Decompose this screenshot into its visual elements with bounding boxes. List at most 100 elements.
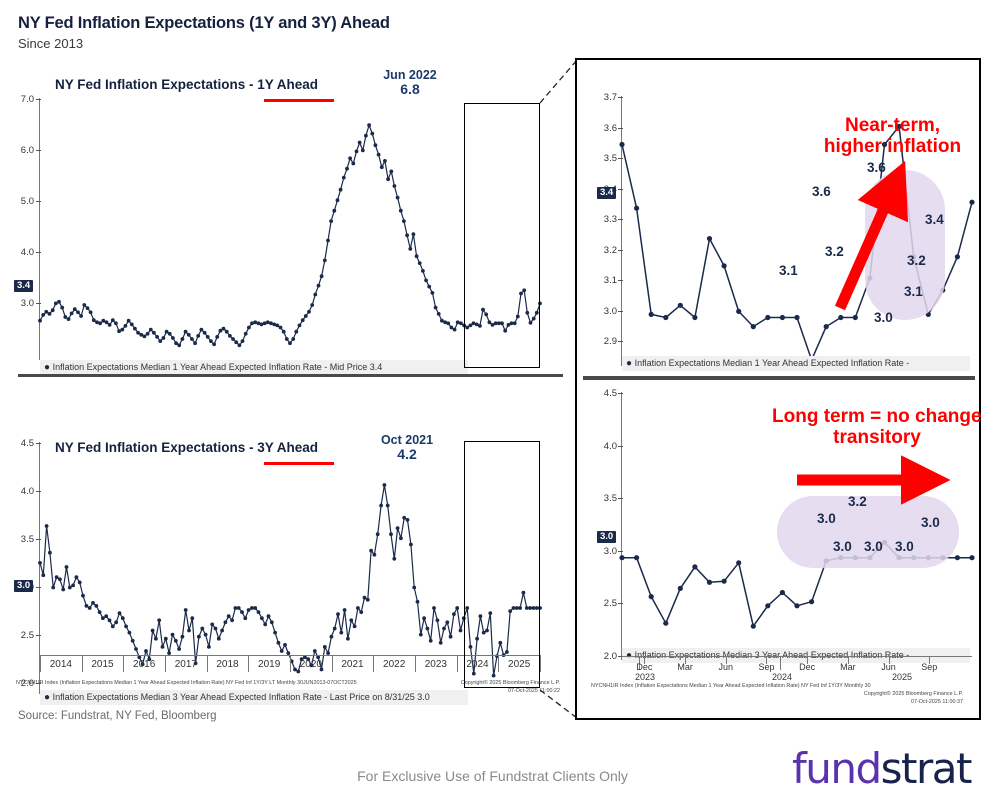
xaxis-label: 2020 <box>299 659 322 670</box>
left-footnote-copyright: Copyright© 2025 Bloomberg Finance L.P. <box>460 680 560 686</box>
chart-1y-legend-text: Inflation Expectations Median 1 Year Ahe… <box>52 362 383 372</box>
zoom-selection-box-top[interactable] <box>464 103 540 368</box>
xtick-mark <box>206 655 208 672</box>
ytick-label: 6.0 <box>20 145 34 156</box>
ytick-mark <box>618 97 623 98</box>
ytick-mark <box>618 158 623 159</box>
ytick-label: 3.1 <box>603 275 617 286</box>
right-chart-3y-yaxis <box>621 392 622 660</box>
chart-1y-title-main: NY Fed Inflation Expectations - <box>55 77 258 92</box>
right-chart-1y-annotation-line1: Near-term, <box>844 115 941 136</box>
ytick-label: 3.5 <box>20 534 34 545</box>
data-point-label: 3.0 <box>833 539 852 554</box>
ytick-label: 4.0 <box>603 440 617 452</box>
chart-3y-ahead: NY Fed Inflation Expectations - 3Y Ahead… <box>0 380 565 705</box>
chart-1y-series <box>38 123 542 348</box>
ytick-mark <box>36 443 41 444</box>
xtick-mark <box>888 656 890 664</box>
xaxis-label: Mar <box>677 662 693 672</box>
ytick-label: 3.0 <box>603 545 617 557</box>
right-chart-3y-highlight-blob <box>777 496 959 568</box>
right-zoom-panel: 3.7 3.6 3.5 3.4 3.3 3.2 3.1 3.0 2.9 3.4 Near-ter… <box>575 58 985 720</box>
ytick-label: 4.0 <box>20 247 34 258</box>
right-chart-3y-legend: ● Inflation Expectations Median 3 Year A… <box>622 648 970 663</box>
chart-3y-last-value-badge: 3.0 <box>14 580 34 592</box>
ytick-label: 3.6 <box>603 122 617 134</box>
chart-3y-peak-value: 4.2 <box>397 446 417 462</box>
data-point-label: 3.0 <box>874 310 893 325</box>
right-chart-3y-annotation-line1: Long term = no change = <box>772 406 985 427</box>
chart-1y-ahead: NY Fed Inflation Expectations - 1Y Ahead… <box>0 58 565 375</box>
xaxis-label: Mar <box>840 662 856 672</box>
xaxis-label: 2022 <box>383 659 406 670</box>
ytick-label: 2.0 <box>603 650 617 662</box>
data-point-label: 3.4 <box>925 212 944 227</box>
ytick-mark <box>618 280 623 281</box>
ytick-mark <box>36 635 41 636</box>
xaxis-label: 2014 <box>49 659 72 670</box>
ytick-label: 3.5 <box>603 493 617 504</box>
ytick-label: 3.7 <box>603 92 617 103</box>
right-chart-3y-annotation-line2: transitory <box>833 427 921 448</box>
xaxis-label: 2018 <box>216 659 239 670</box>
chart-1y-title: NY Fed Inflation Expectations - 1Y Ahead <box>55 77 318 92</box>
xaxis-label: 2015 <box>91 659 114 670</box>
xtick-year-divider <box>639 656 640 670</box>
xaxis-label: 2016 <box>133 659 156 670</box>
ytick-mark <box>618 550 623 552</box>
ytick-mark <box>36 252 41 253</box>
right-chart-1y-legend-text: Inflation Expectations Median 1 Year Ahe… <box>634 358 910 368</box>
ytick-mark <box>618 445 623 447</box>
ytick-label: 2.5 <box>20 630 34 641</box>
chart-1y-yaxis <box>39 98 40 360</box>
chart-1y-legend: ● Inflation Expectations Median 1 Year A… <box>40 360 468 375</box>
left-footnote-source: NYCNH1IR Index (Inflation Expectations M… <box>16 680 357 686</box>
data-point-label: 3.2 <box>825 244 844 259</box>
ytick-label: 4.0 <box>20 486 34 497</box>
ytick-label: 3.0 <box>20 298 34 309</box>
ytick-mark <box>36 99 41 100</box>
panel-divider <box>18 374 563 377</box>
chart-3y-legend-text: Inflation Expectations Median 3 Year Ahe… <box>52 692 430 702</box>
chart-3y-title-emphasis: 3Y Ahead <box>257 440 319 455</box>
logo-part-2: strat <box>880 744 973 793</box>
ytick-mark <box>618 249 623 251</box>
data-point-label: 3.0 <box>921 515 940 530</box>
data-point-label: 3.0 <box>864 539 883 554</box>
zoom-selection-box-bottom[interactable] <box>464 441 540 688</box>
right-chart-1y-annotation-line2: higher inflation <box>823 136 962 157</box>
ytick-mark <box>618 341 623 342</box>
left-footnote-timestamp: 07-Oct-2025 11:00:22 <box>507 688 560 694</box>
xtick-mark <box>81 655 83 672</box>
ytick-mark <box>618 498 623 499</box>
xaxis-year-label: 2023 <box>634 672 656 682</box>
xtick-mark <box>165 655 166 672</box>
chart-1y-last-value-badge: 3.4 <box>14 280 34 292</box>
xaxis-label: 2024 <box>466 659 489 670</box>
chart-1y-peak-value: 6.8 <box>400 81 420 97</box>
right-chart-1y: 3.7 3.6 3.5 3.4 3.3 3.2 3.1 3.0 2.9 3.4 Near-ter… <box>577 60 979 378</box>
data-point-label: 3.1 <box>904 284 923 299</box>
up-arrow-icon <box>834 160 909 311</box>
chart-1y-title-underline <box>264 99 334 102</box>
data-point-label: 3.0 <box>895 539 914 554</box>
xtick-mark <box>685 656 687 664</box>
source-line: Source: Fundstrat, NY Fed, Bloomberg <box>18 710 217 722</box>
chart-3y-yaxis <box>39 442 40 694</box>
chart-3y-peak-callout: Oct 2021 4.2 <box>352 433 462 461</box>
chart-1y-title-emphasis: 1Y Ahead <box>257 77 319 92</box>
right-chart-1y-yaxis <box>621 96 622 366</box>
right-chart-3y-legend-text: Inflation Expectations Median 3 Year Ahe… <box>634 650 910 660</box>
xaxis-year-label: 2025 <box>891 672 913 682</box>
ytick-label: 2.9 <box>603 336 617 347</box>
ytick-label: 4.5 <box>603 388 617 399</box>
xtick-mark <box>540 655 541 672</box>
data-point-label: 3.6 <box>867 160 886 175</box>
left-chart-panel: NY Fed Inflation Expectations - 1Y Ahead… <box>0 58 565 708</box>
ytick-mark <box>618 219 623 220</box>
ytick-mark <box>36 201 41 202</box>
xtick-mark <box>807 656 809 664</box>
ytick-label: 3.5 <box>603 153 617 164</box>
ytick-mark <box>618 127 623 129</box>
